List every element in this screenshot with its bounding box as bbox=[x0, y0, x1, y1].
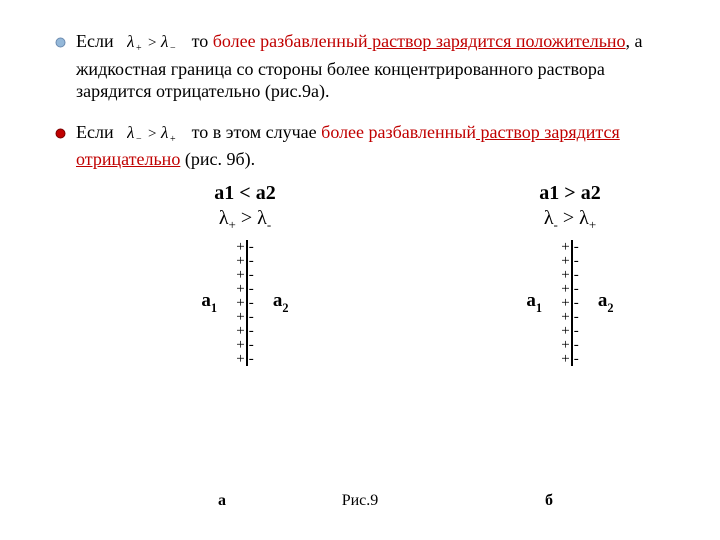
bullet-text-1: Если λ + > λ − то более разбавленный рас… bbox=[76, 30, 665, 103]
t: λ bbox=[219, 207, 229, 229]
charge-column-b: +++++++++ --------- bbox=[561, 240, 578, 366]
charge-column-a: +++++++++ --------- bbox=[236, 240, 253, 366]
bullet-icon bbox=[55, 128, 66, 139]
text: то bbox=[192, 31, 213, 51]
bullet-text-2: Если λ − > λ + то в этом случае более ра… bbox=[76, 121, 665, 171]
caption-b: б bbox=[545, 492, 553, 510]
t: > λ bbox=[236, 207, 267, 229]
label-a1: a1 bbox=[190, 290, 228, 315]
t: > λ bbox=[558, 207, 589, 229]
panel-heading-a: a1 < a2 bbox=[214, 181, 275, 205]
text: Если bbox=[76, 31, 114, 51]
svg-text:−: − bbox=[136, 134, 142, 143]
svg-text:λ: λ bbox=[127, 32, 134, 51]
label-b2: a2 bbox=[587, 290, 625, 315]
svg-text:+: + bbox=[136, 43, 142, 52]
svg-text:λ: λ bbox=[160, 32, 168, 51]
t: a bbox=[598, 290, 608, 311]
panel-sub-b: λ- > λ+ bbox=[544, 207, 596, 232]
t: + bbox=[589, 217, 596, 232]
t: - bbox=[554, 217, 558, 232]
figure-area: a1 < a2 λ+ > λ- a1 +++++++++ --------- a… bbox=[150, 181, 665, 366]
minus-column: --------- bbox=[248, 240, 254, 366]
t: 1 bbox=[536, 301, 542, 315]
t: λ bbox=[544, 207, 554, 229]
t: - bbox=[267, 217, 271, 232]
plus-column: +++++++++ bbox=[236, 240, 245, 366]
t: 2 bbox=[282, 301, 288, 315]
caption-fig: Рис.9 bbox=[0, 492, 720, 510]
bullet-item-2: Если λ − > λ + то в этом случае более ра… bbox=[55, 121, 665, 171]
text-red: более разбавленный bbox=[321, 122, 476, 142]
svg-text:>: > bbox=[148, 126, 156, 142]
t: 2 bbox=[607, 301, 613, 315]
formula-2: λ − > λ + bbox=[127, 123, 187, 149]
minus-column: --------- bbox=[573, 240, 579, 366]
text-red-underline: раствор зарядится положительно bbox=[368, 31, 626, 51]
svg-text:>: > bbox=[148, 35, 156, 51]
text-red: более разбавленный bbox=[213, 31, 368, 51]
bullet-item-1: Если λ + > λ − то более разбавленный рас… bbox=[55, 30, 665, 103]
text: (рис. 9б). bbox=[180, 149, 255, 169]
svg-text:+: + bbox=[170, 134, 176, 143]
panel-sub-a: λ+ > λ- bbox=[219, 207, 271, 232]
label-a2: a2 bbox=[262, 290, 300, 315]
text: Если bbox=[76, 122, 114, 142]
text: то в этом случае bbox=[192, 122, 322, 142]
diagram-a: a1 +++++++++ --------- a2 bbox=[190, 240, 299, 366]
t: a bbox=[201, 290, 211, 311]
slide-page: Если λ + > λ − то более разбавленный рас… bbox=[0, 0, 720, 540]
t: a bbox=[526, 290, 536, 311]
t: a bbox=[273, 290, 283, 311]
panel-heading-b: a1 > a2 bbox=[539, 181, 600, 205]
svg-text:−: − bbox=[170, 43, 176, 52]
bullet-icon bbox=[55, 37, 66, 48]
formula-1: λ + > λ − bbox=[127, 32, 187, 58]
t: 1 bbox=[211, 301, 217, 315]
figure-panel-b: a1 > a2 λ- > λ+ a1 +++++++++ --------- a… bbox=[475, 181, 665, 366]
svg-text:λ: λ bbox=[160, 123, 168, 142]
plus-column: +++++++++ bbox=[561, 240, 570, 366]
svg-text:λ: λ bbox=[127, 123, 134, 142]
label-b1: a1 bbox=[515, 290, 553, 315]
diagram-b: a1 +++++++++ --------- a2 bbox=[515, 240, 624, 366]
t: + bbox=[229, 217, 236, 232]
figure-panel-a: a1 < a2 λ+ > λ- a1 +++++++++ --------- a… bbox=[150, 181, 340, 366]
